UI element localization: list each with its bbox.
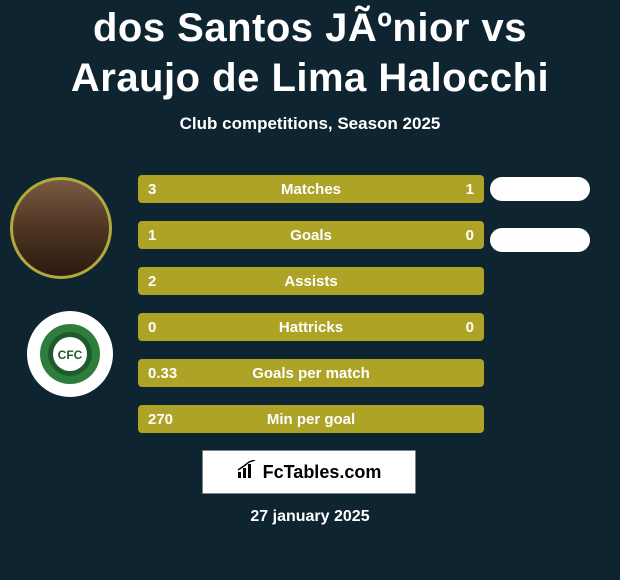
- stat-value-player1: 0.33: [138, 359, 187, 387]
- svg-text:CFC: CFC: [58, 348, 83, 362]
- stat-value-player1: 1: [138, 221, 166, 249]
- stat-row: 270 Min per goal: [138, 405, 484, 433]
- stat-label: Goals per match: [252, 365, 370, 382]
- stat-row: 3 Matches 1: [138, 175, 484, 203]
- comparison-title: dos Santos JÃºnior vs Araujo de Lima Hal…: [0, 3, 620, 103]
- stat-label: Assists: [284, 273, 337, 290]
- stat-row: 1 Goals 0: [138, 221, 484, 249]
- season-subtitle: Club competitions, Season 2025: [0, 114, 620, 134]
- player1-avatar: [10, 177, 112, 279]
- stat-value-player2: [464, 405, 484, 433]
- stat-value-player2: [464, 359, 484, 387]
- stat-value-player1: 270: [138, 405, 183, 433]
- stat-row: 0.33 Goals per match: [138, 359, 484, 387]
- snapshot-date: 27 january 2025: [0, 508, 620, 526]
- stat-value-player2: 0: [456, 313, 484, 341]
- stat-label: Goals: [290, 227, 332, 244]
- player2-avatar-placeholder: [490, 177, 590, 201]
- player2-club-placeholder: [490, 228, 590, 252]
- stat-row: 2 Assists: [138, 267, 484, 295]
- stat-value-player2: [464, 267, 484, 295]
- stat-value-player1: 3: [138, 175, 166, 203]
- stat-value-player1: 0: [138, 313, 166, 341]
- stat-row: 0 Hattricks 0: [138, 313, 484, 341]
- player1-club-badge: CFC: [27, 311, 113, 397]
- stat-value-player2: 0: [456, 221, 484, 249]
- chart-icon: [237, 460, 257, 485]
- stat-value-player2: 1: [456, 175, 484, 203]
- stat-value-player1: 2: [138, 267, 166, 295]
- logo-text: FcTables.com: [263, 462, 382, 483]
- stat-label: Hattricks: [279, 319, 343, 336]
- stats-table: 3 Matches 1 1 Goals 0 2 Assists 0 Hattricks 0 0.33 G…: [138, 175, 484, 451]
- stat-label: Min per goal: [267, 411, 355, 428]
- fctables-logo[interactable]: FcTables.com: [202, 450, 416, 494]
- club-crest-icon: CFC: [39, 323, 101, 385]
- stat-label: Matches: [281, 181, 341, 198]
